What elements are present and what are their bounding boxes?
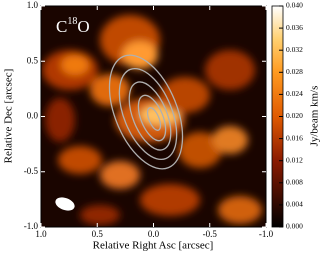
x-tick-label: -0.5 xyxy=(203,229,218,239)
contours xyxy=(108,54,184,170)
y-tick-label: 0.5 xyxy=(27,55,39,65)
x-tick-label: 0.0 xyxy=(148,229,160,239)
x-tick-label: 1.0 xyxy=(35,229,47,239)
colorbar-tick-label: 0.040 xyxy=(286,1,303,10)
annotation: C18O xyxy=(56,16,90,36)
annotation-text: C xyxy=(56,17,67,36)
x-tick-label: 0.5 xyxy=(92,229,104,239)
annotation-text: O xyxy=(77,17,89,36)
colorbar-label: Jy/beam km/s xyxy=(309,86,321,147)
y-tick-label: -0.5 xyxy=(24,166,39,176)
colorbar-tick-label: 0.028 xyxy=(286,67,303,76)
colorbar-tick-label: 0.020 xyxy=(286,111,303,120)
y-tick-label: 0.0 xyxy=(27,111,39,121)
colorbar-tick-label: 0.036 xyxy=(286,23,303,32)
colorbar-tick-label: 0.032 xyxy=(286,45,303,54)
intensity-map xyxy=(41,6,266,227)
colorbar-tick-label: 0.016 xyxy=(286,133,303,142)
colorbar-tick-label: 0.004 xyxy=(286,200,303,209)
colorbar-tick-label: 0.008 xyxy=(286,178,303,187)
colorbar-tick-label: 0.024 xyxy=(286,89,303,98)
colorbar-tick-label: 0.012 xyxy=(286,155,303,164)
y-tick-label: -1.0 xyxy=(24,221,39,231)
y-axis-label: Relative Dec [arcsec] xyxy=(3,69,15,164)
x-axis-label: Relative Right Asc [arcsec] xyxy=(93,240,214,252)
x-tick-label: -1.0 xyxy=(259,229,274,239)
annotation-sup: 18 xyxy=(67,16,77,27)
y-tick-label: 1.0 xyxy=(27,0,39,10)
colorbar-tick-label: 0.000 xyxy=(286,222,303,231)
beam xyxy=(55,197,75,211)
